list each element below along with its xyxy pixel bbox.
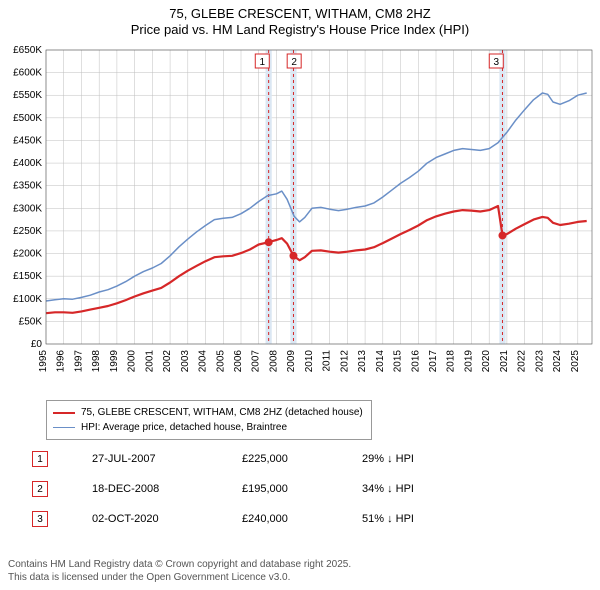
svg-text:2: 2 xyxy=(291,57,297,68)
svg-text:£550K: £550K xyxy=(13,90,42,101)
svg-text:1995: 1995 xyxy=(38,350,49,373)
svg-text:1997: 1997 xyxy=(73,350,84,373)
svg-text:2005: 2005 xyxy=(215,350,226,373)
sales-table: 1 27-JUL-2007£225,00029% ↓ HPI 2 18-DEC-200… xyxy=(28,444,572,534)
footer: Contains HM Land Registry data © Crown c… xyxy=(8,558,351,584)
svg-text:2004: 2004 xyxy=(198,350,209,373)
footer-line2: This data is licensed under the Open Gov… xyxy=(8,571,351,584)
svg-text:£150K: £150K xyxy=(13,271,42,282)
table-row: 2 18-DEC-2008£195,00034% ↓ HPI xyxy=(28,474,572,504)
chart-title: 75, GLEBE CRESCENT, WITHAM, CM8 2HZ Pric… xyxy=(0,0,600,39)
svg-text:2021: 2021 xyxy=(499,350,510,373)
svg-text:2011: 2011 xyxy=(322,350,333,372)
svg-text:1: 1 xyxy=(259,57,265,68)
svg-text:2015: 2015 xyxy=(393,350,404,373)
svg-text:£300K: £300K xyxy=(13,203,42,214)
legend-swatch xyxy=(53,427,75,428)
svg-text:2019: 2019 xyxy=(463,350,474,373)
svg-text:2002: 2002 xyxy=(162,350,173,373)
svg-text:2007: 2007 xyxy=(251,350,262,373)
sale-diff: 51% ↓ HPI xyxy=(362,513,482,525)
legend-label: HPI: Average price, detached house, Brai… xyxy=(81,420,287,435)
svg-text:2023: 2023 xyxy=(534,350,545,373)
svg-text:2020: 2020 xyxy=(481,350,492,373)
chart-area: £0 £50K £100K £150K £200K £250K £300K £350K £400… xyxy=(0,44,600,394)
svg-text:£600K: £600K xyxy=(13,68,42,79)
sale-date: 18-DEC-2008 xyxy=(92,483,242,495)
svg-text:£500K: £500K xyxy=(13,113,42,124)
svg-text:2000: 2000 xyxy=(127,350,138,373)
svg-text:1998: 1998 xyxy=(91,350,102,373)
sale-marker: 1 xyxy=(32,451,48,467)
sale-diff: 34% ↓ HPI xyxy=(362,483,482,495)
legend-label: 75, GLEBE CRESCENT, WITHAM, CM8 2HZ (det… xyxy=(81,405,363,420)
svg-text:2006: 2006 xyxy=(233,350,244,373)
svg-text:2010: 2010 xyxy=(304,350,315,373)
sale-date: 02-OCT-2020 xyxy=(92,513,242,525)
svg-text:1996: 1996 xyxy=(56,350,67,373)
sale-marker: 3 xyxy=(32,511,48,527)
sale-price: £195,000 xyxy=(242,483,362,495)
table-row: 3 02-OCT-2020£240,00051% ↓ HPI xyxy=(28,504,572,534)
title-line2: Price paid vs. HM Land Registry's House … xyxy=(0,22,600,38)
svg-text:£0: £0 xyxy=(31,339,43,350)
svg-text:2017: 2017 xyxy=(428,350,439,373)
sale-diff: 29% ↓ HPI xyxy=(362,453,482,465)
svg-text:2024: 2024 xyxy=(552,350,563,373)
svg-text:2008: 2008 xyxy=(268,350,279,373)
svg-text:£50K: £50K xyxy=(19,316,43,327)
legend-item: HPI: Average price, detached house, Brai… xyxy=(53,420,363,435)
sale-price: £240,000 xyxy=(242,513,362,525)
svg-text:2022: 2022 xyxy=(517,350,528,373)
svg-text:£650K: £650K xyxy=(13,45,42,56)
legend-swatch xyxy=(53,412,75,414)
svg-text:3: 3 xyxy=(493,57,499,68)
svg-text:2025: 2025 xyxy=(570,350,581,373)
legend-item: 75, GLEBE CRESCENT, WITHAM, CM8 2HZ (det… xyxy=(53,405,363,420)
svg-text:£450K: £450K xyxy=(13,135,42,146)
svg-text:2018: 2018 xyxy=(446,350,457,373)
svg-text:2012: 2012 xyxy=(339,350,350,373)
sale-price: £225,000 xyxy=(242,453,362,465)
svg-text:£250K: £250K xyxy=(13,226,42,237)
svg-text:2001: 2001 xyxy=(144,350,155,373)
svg-text:2014: 2014 xyxy=(375,350,386,373)
title-line1: 75, GLEBE CRESCENT, WITHAM, CM8 2HZ xyxy=(0,6,600,22)
svg-text:2009: 2009 xyxy=(286,350,297,373)
svg-text:£200K: £200K xyxy=(13,249,42,260)
svg-text:2016: 2016 xyxy=(410,350,421,373)
svg-text:£350K: £350K xyxy=(13,181,42,192)
svg-text:£100K: £100K xyxy=(13,294,42,305)
svg-text:£400K: £400K xyxy=(13,158,42,169)
sale-date: 27-JUL-2007 xyxy=(92,453,242,465)
svg-text:2003: 2003 xyxy=(180,350,191,373)
legend: 75, GLEBE CRESCENT, WITHAM, CM8 2HZ (det… xyxy=(46,400,372,440)
footer-line1: Contains HM Land Registry data © Crown c… xyxy=(8,558,351,571)
sale-marker: 2 xyxy=(32,481,48,497)
svg-text:2013: 2013 xyxy=(357,350,368,373)
svg-text:1999: 1999 xyxy=(109,350,120,373)
table-row: 1 27-JUL-2007£225,00029% ↓ HPI xyxy=(28,444,572,474)
chart-svg: £0 £50K £100K £150K £200K £250K £300K £350K £400… xyxy=(0,44,600,394)
